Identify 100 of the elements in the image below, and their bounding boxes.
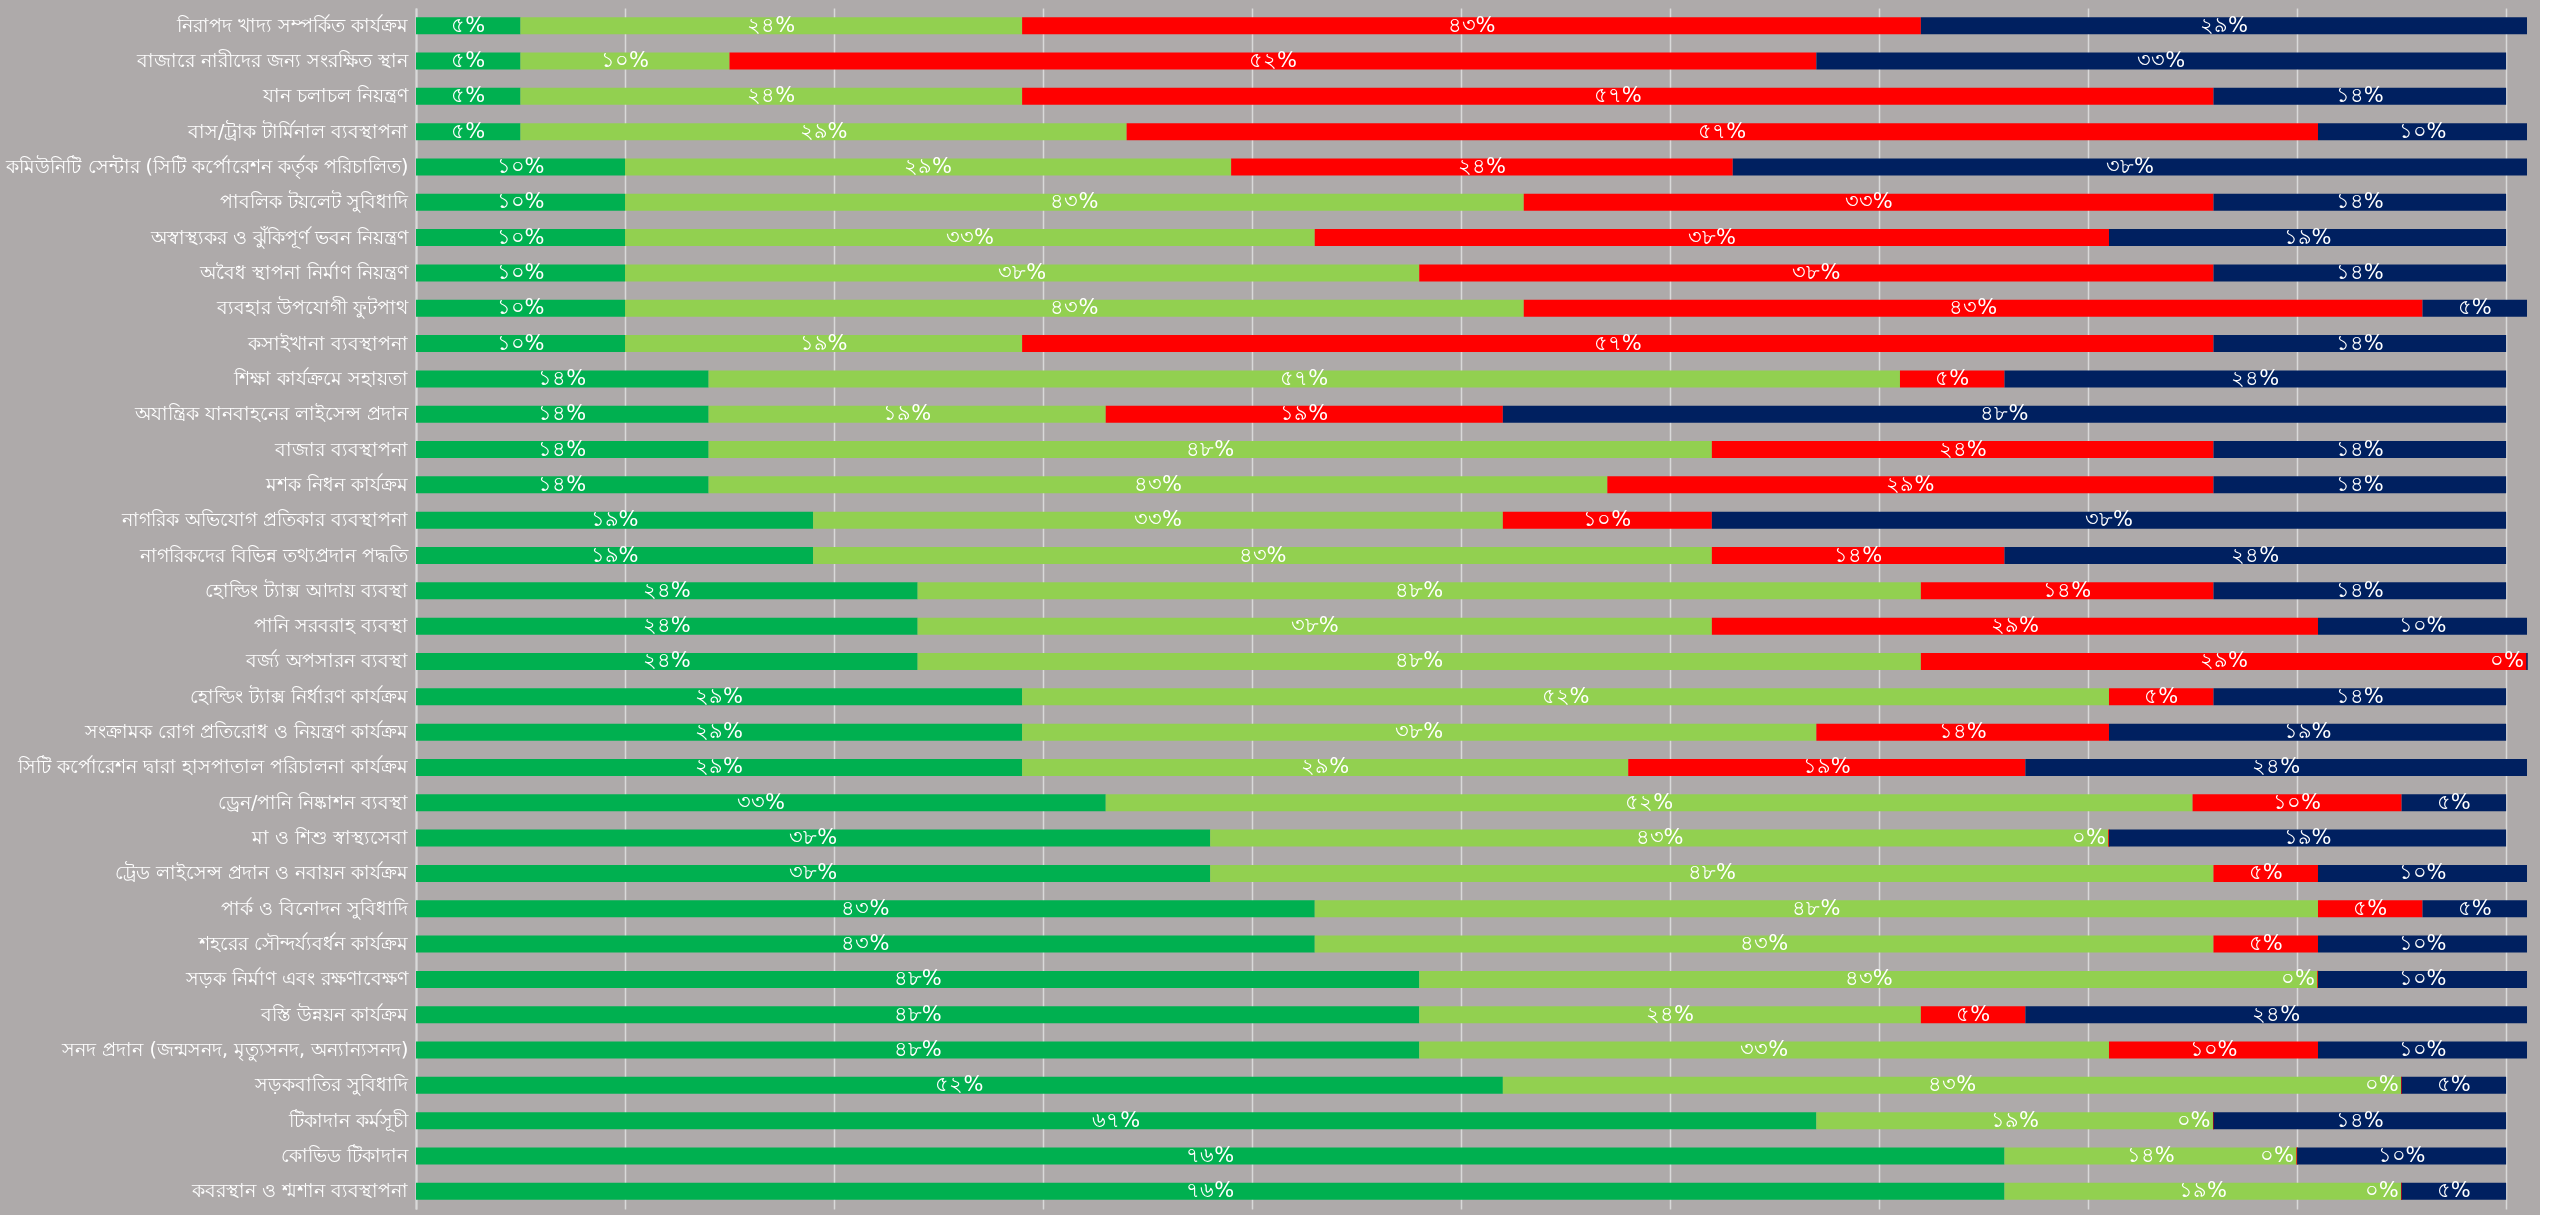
data-label: ২৪% [1457, 153, 1506, 178]
data-label: ১৪% [2335, 436, 2384, 461]
data-label: ১০% [2273, 789, 2322, 814]
y-tick-label: কমিউনিটি সেন্টার (সিটি কর্পোরেশন কর্তৃক পরিচালিত) [5, 154, 409, 179]
data-label: ৪৩% [1134, 471, 1182, 496]
y-tick-label: নাগরিক অভিযোগ প্রতিকার ব্যবস্থাপনা [121, 508, 409, 531]
y-tick-label: মা ও শিশু স্বাস্থ্যসেবা [251, 826, 409, 849]
y-tick-label: কবরস্থান ও শ্মশান ব্যবস্থাপনা [191, 1179, 409, 1202]
data-label: ২৪% [2252, 754, 2301, 779]
data-label: ২৯% [1990, 613, 2039, 638]
data-label: ৩৩% [1740, 1037, 1789, 1062]
data-label: ৩৮% [2085, 507, 2133, 532]
y-tick-label: ড্রেন/পানি নিষ্কাশন ব্যবস্থা [218, 790, 409, 813]
data-label: ৪৩% [1928, 1072, 1977, 1097]
data-label: ২৯% [695, 683, 744, 708]
y-tick-label: হোল্ডিং ট্যাক্স আদায় ব্যবস্থা [205, 578, 409, 601]
y-tick-label: অযান্ত্রিক যানবাহনের লাইসেন্স প্রদান [134, 402, 410, 425]
data-label: ১০% [2377, 1143, 2426, 1168]
data-label: ০% [2364, 1178, 2399, 1203]
data-label: ২৪% [2231, 542, 2280, 567]
data-label: ১৪% [538, 436, 587, 461]
data-label: ৪৮% [1395, 648, 1444, 673]
data-label: ১০% [1583, 507, 1632, 532]
data-label: ৪৩% [1740, 931, 1789, 956]
data-label: ২৪% [2231, 365, 2280, 390]
data-label: ৫% [2353, 895, 2388, 920]
data-label: ২৪% [2252, 1001, 2301, 1026]
y-tick-label: অবৈধ স্থাপনা নির্মাণ নিয়ন্ত্রণ [199, 260, 410, 283]
data-label: ১৯% [799, 330, 848, 355]
data-label: ২৯% [2199, 12, 2248, 37]
data-label: ১০% [2189, 1037, 2238, 1062]
data-label: ২৯% [904, 153, 953, 178]
y-tick-label: হোল্ডিং ট্যাক্স নির্ধারণ কার্যক্রম [190, 684, 409, 707]
y-tick-label: সড়কবাতির সুবিধাদি [254, 1073, 410, 1097]
y-tick-label: বস্তি উন্নয়ন কার্যক্রম [260, 1002, 409, 1025]
data-label: ৪৩% [841, 931, 890, 956]
data-label: ২৪% [642, 577, 691, 602]
data-label: ১০% [496, 189, 545, 214]
data-label: ৬৭% [1092, 1107, 1141, 1132]
data-label: ৩৮% [1290, 613, 1339, 638]
data-label: ৫২% [935, 1072, 984, 1097]
data-label: ১৪% [2335, 577, 2384, 602]
data-label: ১০% [2398, 860, 2447, 885]
data-label: ৫% [451, 12, 486, 37]
data-label: ৭৬% [1186, 1143, 1235, 1168]
data-label: ৫৭% [1280, 365, 1329, 390]
data-label: ১০% [2398, 966, 2447, 991]
data-label: ৪৩% [1050, 295, 1099, 320]
data-label: ৫% [451, 47, 486, 72]
data-label: ৫% [1956, 1001, 1991, 1026]
y-tick-label: সংক্রামক রোগ প্রতিরোধ ও নিয়ন্ত্রণ কার্যক্রম [84, 720, 409, 743]
data-label: ৪৩% [841, 895, 890, 920]
data-label: ১০% [496, 330, 545, 355]
y-tick-label: ট্রেড লাইসেন্স প্রদান ও নবায়ন কার্যক্রম [115, 861, 409, 884]
data-label: ১৪% [2335, 1107, 2384, 1132]
y-tick-label: নিরাপদ খাদ্য সম্পর্কিত কার্যক্রম [176, 13, 409, 36]
y-tick-label: বাজার ব্যবস্থাপনা [274, 437, 409, 460]
data-label: ৪৩% [1844, 966, 1893, 991]
data-label: ৪৩% [1050, 189, 1099, 214]
y-tick-label: নাগরিকদের বিভিন্ন তথ্যপ্রদান পদ্ধতি [139, 543, 410, 566]
data-label: ১৯% [2283, 719, 2332, 744]
data-label: ১৯% [1280, 401, 1329, 426]
data-label: ৩৮% [789, 860, 838, 885]
data-label: ৫২% [1541, 683, 1590, 708]
data-label: ৪৮% [1792, 895, 1841, 920]
data-label: ১৪% [1834, 542, 1883, 567]
data-label: ০% [2260, 1143, 2295, 1168]
data-label: ২৪% [1646, 1001, 1695, 1026]
y-tick-label: সনদ প্রদান (জন্মসনদ, মৃত্যুসনদ, অন্যান্যসনদ) [61, 1038, 409, 1063]
y-tick-label: মশক নিধন কার্যক্রম [265, 472, 409, 495]
data-label: ১০% [496, 153, 545, 178]
data-label: ৩৮% [1687, 224, 1736, 249]
data-label: ৪৮% [1980, 401, 2029, 426]
data-label: ২৯% [799, 118, 848, 143]
data-label: ৫৭% [1698, 118, 1747, 143]
data-label: ৫% [2457, 295, 2492, 320]
data-label: ১৪% [2335, 471, 2384, 496]
data-label: ০% [2072, 825, 2106, 850]
data-label: ০% [2281, 966, 2315, 991]
data-label: ২৪% [642, 648, 691, 673]
data-label: ৫% [1935, 365, 1970, 390]
data-label: ১৪% [538, 471, 587, 496]
data-label: ৫২% [1625, 789, 1674, 814]
data-label: ৫% [451, 118, 486, 143]
data-label: ১৪% [538, 365, 587, 390]
data-label: ১০% [2398, 931, 2447, 956]
data-label: ১৯% [2283, 825, 2332, 850]
data-label: ৪৮% [1687, 860, 1736, 885]
data-label: ৫% [2436, 1178, 2471, 1203]
data-label: ১৪% [2335, 189, 2384, 214]
data-label: ১৯% [2283, 224, 2332, 249]
data-label: ৪৩% [1949, 295, 1998, 320]
data-label: ২৪% [747, 83, 796, 108]
data-label: ২৯% [2199, 648, 2248, 673]
data-label: ০% [2364, 1072, 2399, 1097]
data-label: ১৪% [2335, 330, 2384, 355]
data-label: ৩৩% [2137, 47, 2186, 72]
data-label: ৪৩% [1635, 825, 1684, 850]
data-label: ১০% [2398, 613, 2447, 638]
data-label: ১৯% [2179, 1178, 2228, 1203]
